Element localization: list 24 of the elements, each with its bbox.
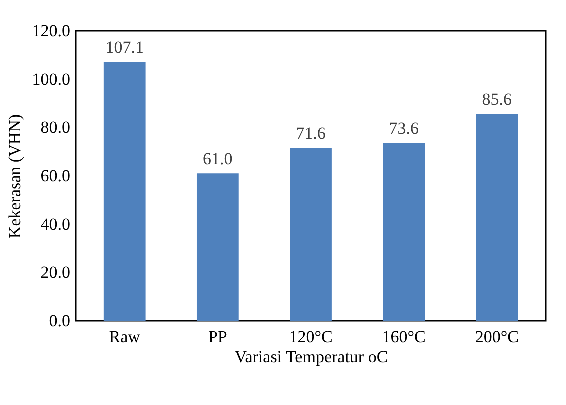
bar — [104, 62, 146, 321]
bar — [290, 148, 332, 321]
y-tick-label: 20.0 — [40, 263, 70, 282]
x-tick-label: PP — [208, 328, 228, 346]
x-tick-label: 160°C — [382, 328, 426, 346]
x-tick-label: Raw — [109, 328, 142, 346]
data-label: 73.6 — [389, 119, 419, 138]
data-label: 107.1 — [106, 38, 144, 58]
y-tick-label: 100.0 — [32, 70, 70, 89]
y-tick-label: 0.0 — [49, 312, 70, 330]
x-tick-label: 120°C — [289, 328, 333, 346]
bar — [476, 114, 518, 321]
bar — [383, 143, 426, 321]
y-tick-label: 40.0 — [40, 214, 70, 234]
y-tick-label: 60.0 — [40, 166, 70, 186]
y-tick-label: 80.0 — [40, 118, 70, 138]
x-axis-title: Variasi Temperatur oC — [234, 348, 388, 366]
bar — [196, 174, 239, 321]
y-axis-title: Kekerasan (VHN) — [5, 114, 24, 239]
y-tick-label: 120.0 — [32, 22, 70, 40]
data-label: 85.6 — [482, 90, 512, 110]
x-tick-label: 200°C — [475, 328, 519, 346]
data-label: 61.0 — [203, 150, 233, 169]
data-label: 71.6 — [296, 124, 326, 143]
